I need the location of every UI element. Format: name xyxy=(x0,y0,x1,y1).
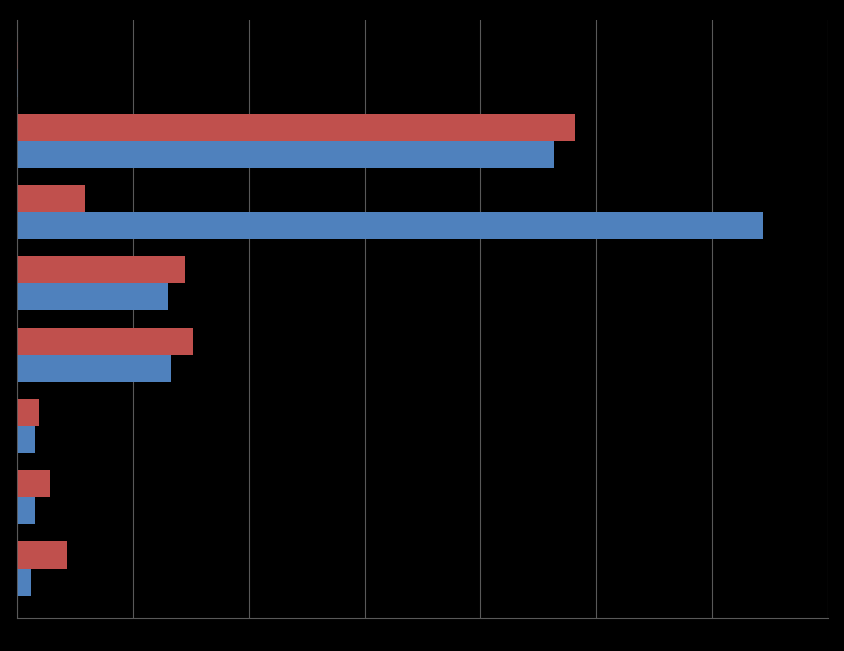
Bar xyxy=(17,256,185,283)
Bar xyxy=(17,141,554,168)
Bar xyxy=(17,114,575,141)
Bar xyxy=(17,42,19,70)
Bar xyxy=(17,327,193,355)
Bar xyxy=(17,283,168,311)
Bar xyxy=(17,185,84,212)
Bar xyxy=(17,426,35,453)
Bar xyxy=(17,568,31,596)
Bar xyxy=(17,355,170,381)
Bar xyxy=(17,470,51,497)
Bar xyxy=(17,542,68,568)
Bar xyxy=(17,399,39,426)
Bar xyxy=(17,212,762,239)
Bar xyxy=(17,497,35,524)
Bar xyxy=(17,70,19,96)
